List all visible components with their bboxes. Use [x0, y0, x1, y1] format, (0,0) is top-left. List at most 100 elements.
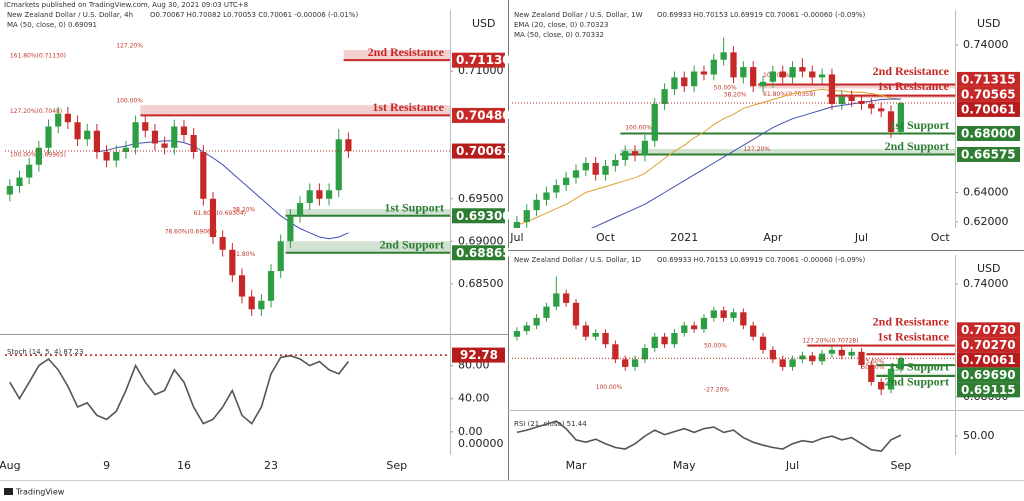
candle-body	[631, 151, 639, 156]
ohlc-readout: O0.70067 H0.70082 L0.70053 C0.70061 -0.0…	[150, 11, 358, 19]
candle-body	[161, 143, 168, 148]
candle-body	[513, 221, 521, 228]
price-tag	[957, 322, 1020, 338]
candle-body	[602, 332, 609, 345]
candle-body	[335, 139, 342, 191]
candle-body	[543, 192, 550, 200]
level-label: 1st Support	[889, 118, 949, 132]
candle-body	[533, 317, 540, 326]
level-label: 2nd Resistance	[873, 315, 950, 329]
candle-body	[641, 140, 649, 156]
level-zone	[758, 84, 955, 89]
candle-body	[622, 151, 629, 161]
y-tick-label: 50.00	[963, 429, 995, 442]
level-label: 2nd Resistance	[368, 45, 445, 59]
price-tag-label: 0.69115	[961, 383, 1016, 397]
candle-body	[818, 74, 826, 78]
price-tag-label: 0.70565	[961, 87, 1016, 101]
candle-body	[848, 351, 855, 356]
price-tag	[957, 337, 1020, 353]
price-tag-label: 0.70061	[961, 102, 1016, 116]
plot-area: 127.20%(0.70728)50.00%23.60%50.00%100.00…	[512, 276, 955, 396]
price-tag-label: 0.70270	[961, 338, 1016, 352]
candle-body	[64, 113, 71, 123]
level-zone	[620, 148, 955, 155]
candle-body	[858, 351, 865, 365]
candle-body	[190, 134, 197, 152]
candle-body	[238, 275, 246, 297]
candle-body	[740, 67, 747, 78]
price-tag-label: 0.66575	[961, 147, 1016, 161]
level-label: 2nd Support	[885, 139, 949, 153]
fib-annotation: 38.20%	[232, 207, 255, 214]
candle-body	[868, 364, 875, 382]
candle-body	[523, 325, 530, 332]
price-tag-label: 0.71315	[961, 72, 1016, 86]
currency-label: USD	[977, 262, 1001, 275]
chart-title: New Zealand Dollar / U.S. Dollar, 1W	[514, 11, 643, 19]
candle-body	[513, 331, 521, 337]
x-tick-label: Oct	[931, 231, 951, 244]
level-zone	[285, 241, 450, 253]
candle-body	[720, 52, 727, 60]
candle-body	[838, 96, 845, 104]
x-tick-label: 23	[264, 459, 278, 472]
candle-body	[229, 249, 236, 276]
x-tick-label: Sep	[386, 459, 407, 472]
candle-body	[543, 306, 550, 318]
ohlc-readout: O0.69933 H0.70153 L0.69919 C0.70061 -0.0…	[657, 256, 865, 264]
plot-area: 127.20% 161.80%(0.71130) 100.00% 127.20%(0.…	[5, 42, 450, 317]
y-tick-label: 40.00	[458, 392, 490, 405]
candle-body	[325, 190, 333, 199]
price-tag	[957, 382, 1020, 398]
price-tag	[452, 107, 505, 123]
candle-body	[690, 325, 698, 330]
fib-annotation: -27.20%	[704, 387, 729, 394]
candle-body	[799, 67, 806, 72]
x-tick-label: Jul	[854, 231, 868, 244]
y-tick-label: 0.74000	[963, 277, 1009, 290]
currency-label: USD	[472, 17, 496, 30]
candle-body	[710, 59, 717, 75]
candle-body	[602, 165, 609, 175]
candle-body	[828, 74, 836, 104]
price-tag-label: 0.71130	[456, 53, 511, 67]
chart-title: New Zealand Dollar / U.S. Dollar, 1D	[514, 256, 641, 264]
fib-annotation: 100.00%	[596, 384, 623, 391]
price-tag	[452, 52, 505, 68]
level-label: 1st Resistance	[877, 79, 949, 93]
fib-annotation: 127.20%(0.70728)	[802, 338, 858, 345]
price-tag	[957, 125, 1020, 141]
level-zone	[140, 105, 450, 116]
x-tick-label: Apr	[763, 231, 783, 244]
price-tag	[452, 245, 505, 261]
candle-body	[84, 130, 91, 140]
candle-body	[296, 203, 304, 216]
fib-annotation: 38.20%	[724, 91, 747, 98]
candle-body	[287, 215, 294, 242]
candle-body	[6, 186, 13, 195]
fib-annotation: 61.80%	[232, 251, 255, 258]
level-label: 2nd Resistance	[873, 64, 950, 78]
candle-body	[345, 139, 352, 152]
candle-body	[838, 349, 845, 356]
y-tick-label: 0.69500	[458, 192, 504, 205]
candle-body	[562, 177, 570, 186]
candle-body	[878, 381, 885, 390]
candle-body	[730, 312, 737, 318]
price-tag	[957, 86, 1020, 102]
candle-body	[750, 325, 757, 337]
logo-icon	[4, 488, 13, 495]
candle-body	[267, 271, 275, 301]
fib-annotation: 23.60%	[861, 358, 884, 365]
candle-body	[848, 96, 855, 102]
candle-body	[809, 71, 816, 78]
candle-body	[789, 359, 796, 367]
candle-body	[523, 210, 530, 222]
candle-body	[93, 130, 100, 152]
candle-body	[258, 300, 265, 310]
y-tick-label: 0.64000	[963, 185, 1009, 198]
candle-body	[582, 162, 589, 171]
level-zone	[343, 49, 450, 61]
candle-body	[769, 349, 777, 360]
